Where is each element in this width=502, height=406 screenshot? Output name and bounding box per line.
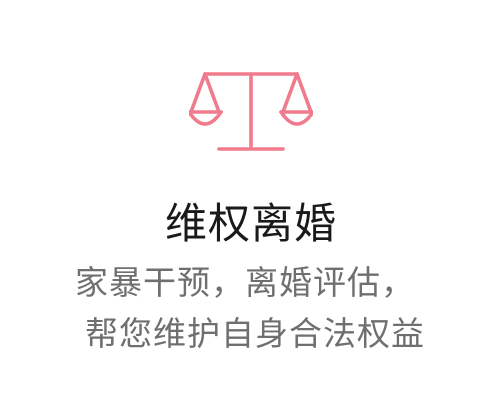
scales-of-justice-icon xyxy=(0,66,502,158)
service-description-line-1: 家暴干预，离婚评估， xyxy=(75,263,415,302)
service-description-line-2: 帮您维护自身合法权益 xyxy=(85,314,425,353)
service-title: 维权离婚 xyxy=(164,199,337,248)
